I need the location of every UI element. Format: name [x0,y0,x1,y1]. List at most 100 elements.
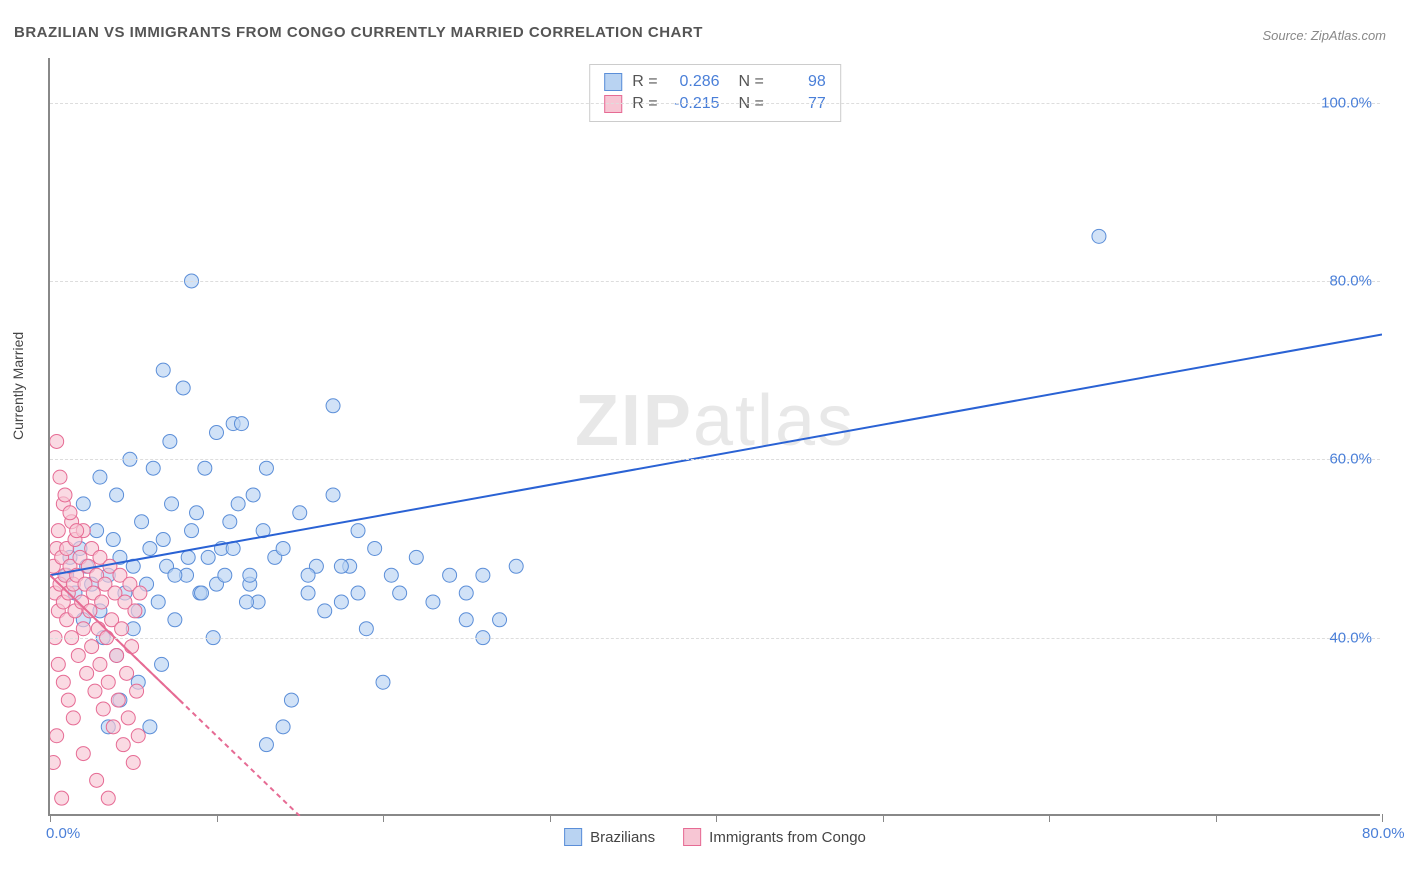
swatch-icon [604,95,622,113]
data-point [70,524,84,538]
data-point [53,470,67,484]
data-point [130,684,144,698]
data-point [326,399,340,413]
data-point [284,693,298,707]
data-point [121,711,135,725]
gridline [50,103,1380,104]
data-point [155,657,169,671]
data-point [50,755,60,769]
data-point [110,488,124,502]
data-point [88,684,102,698]
data-point [443,568,457,582]
n-label: N = [730,95,764,113]
x-tick-mark [1049,814,1050,822]
data-point [76,622,90,636]
r-value: -0.215 [668,95,720,113]
data-point [146,461,160,475]
data-point [218,568,232,582]
data-point [334,595,348,609]
data-point [165,497,179,511]
data-point [56,675,70,689]
y-tick-label: 100.0% [1321,94,1372,111]
data-point [509,559,523,573]
data-point [276,541,290,555]
data-point [51,524,65,538]
source-label: Source: ZipAtlas.com [1262,28,1386,43]
x-tick-label: 0.0% [46,825,80,842]
data-point [83,604,97,618]
trend-line [50,334,1382,575]
stats-box: R = 0.286 N = 98 R = -0.215 N = 77 [589,64,841,122]
data-point [66,711,80,725]
plot-area: ZIPatlas R = 0.286 N = 98 R = -0.215 N =… [48,58,1380,816]
data-point [93,470,107,484]
x-tick-mark [217,814,218,822]
data-point [115,622,129,636]
x-tick-mark [383,814,384,822]
data-point [143,541,157,555]
legend-label: Immigrants from Congo [709,829,866,846]
data-point [326,488,340,502]
swatch-icon [564,828,582,846]
data-point [135,515,149,529]
swatch-icon [604,73,622,91]
legend-item: Immigrants from Congo [683,828,866,846]
legend-item: Brazilians [564,828,655,846]
data-point [318,604,332,618]
data-point [80,666,94,680]
data-point [190,506,204,520]
data-point [198,461,212,475]
data-point [58,488,72,502]
data-point [351,524,365,538]
gridline [50,638,1380,639]
data-point [55,791,69,805]
n-value: 98 [774,73,826,91]
data-point [181,550,195,564]
x-tick-mark [716,814,717,822]
data-point [493,613,507,627]
data-point [101,791,115,805]
data-point [106,720,120,734]
data-point [1092,229,1106,243]
legend: Brazilians Immigrants from Congo [564,828,866,846]
data-point [61,693,75,707]
data-point [239,595,253,609]
data-point [368,541,382,555]
data-point [243,568,257,582]
data-point [133,586,147,600]
data-point [116,738,130,752]
gridline [50,459,1380,460]
data-point [163,434,177,448]
chart-container: BRAZILIAN VS IMMIGRANTS FROM CONGO CURRE… [0,0,1406,892]
x-tick-mark [50,814,51,822]
x-tick-label: 80.0% [1362,825,1405,842]
data-point [351,586,365,600]
data-point [301,568,315,582]
data-point [106,533,120,547]
y-tick-label: 80.0% [1329,272,1372,289]
data-point [101,675,115,689]
data-point [459,613,473,627]
data-point [459,586,473,600]
data-point [168,613,182,627]
data-point [185,524,199,538]
n-value: 77 [774,95,826,113]
data-point [50,729,64,743]
r-label: R = [632,95,657,113]
data-point [223,515,237,529]
data-point [231,497,245,511]
data-point [110,648,124,662]
data-point [50,434,64,448]
data-point [120,666,134,680]
x-tick-mark [1382,814,1383,822]
data-point [201,550,215,564]
data-point [276,720,290,734]
data-point [195,586,209,600]
data-point [156,533,170,547]
x-tick-mark [1216,814,1217,822]
data-point [76,497,90,511]
data-point [95,595,109,609]
data-point [376,675,390,689]
data-point [126,755,140,769]
data-point [176,381,190,395]
